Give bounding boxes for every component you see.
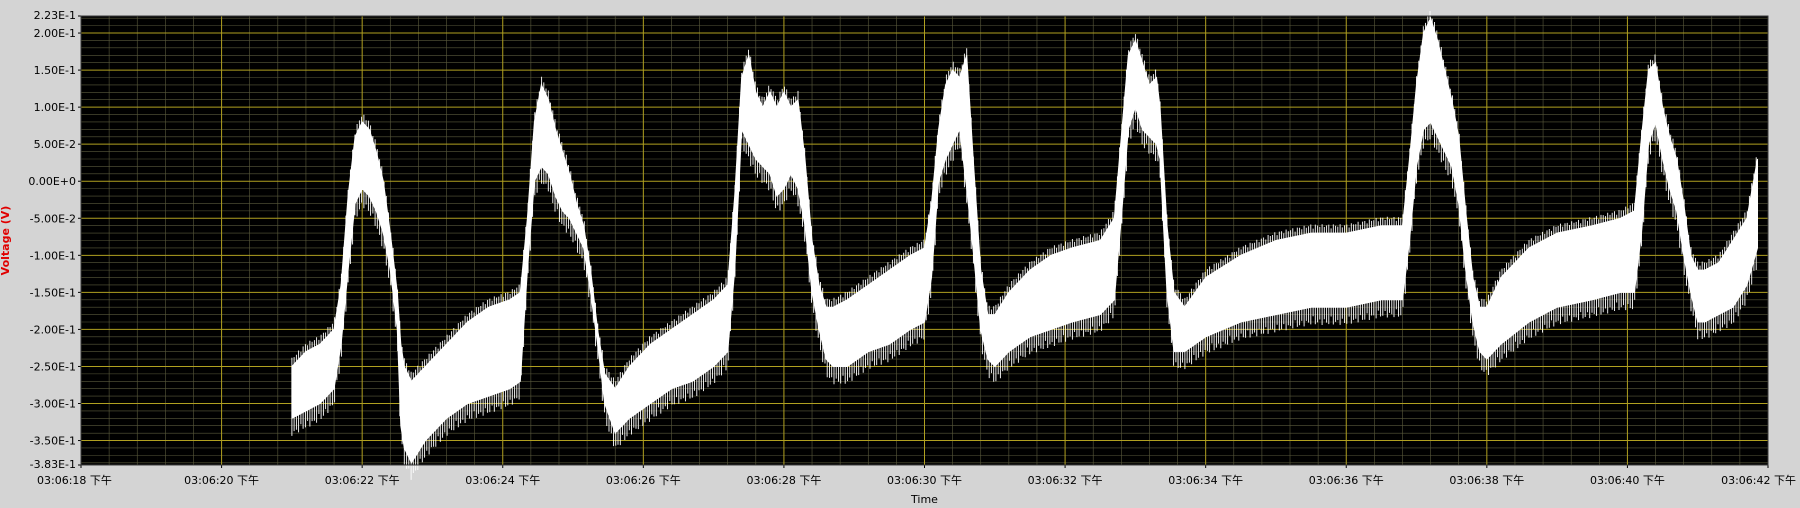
x-tick-label: 03:06:18 下午 [37,474,112,487]
y-tick-label: -2.50E-1 [30,360,76,373]
x-tick-label: 03:06:38 下午 [1449,474,1524,487]
x-tick-label: 03:06:26 下午 [606,474,681,487]
series-layer [291,11,1758,480]
voltage-trace [291,11,1757,480]
y-tick-label: -1.00E-1 [30,249,76,262]
y-tick-label: -3.83E-1 [30,458,76,471]
x-tick-label: 03:06:20 下午 [184,474,259,487]
grid [80,15,1769,466]
plot-frame [80,15,1769,466]
y-tick-label: -1.50E-1 [30,286,76,299]
x-tick-label: 03:06:34 下午 [1168,474,1243,487]
y-tick-label: 2.00E-1 [34,27,76,40]
y-tick-label: 2.23E-1 [34,9,76,22]
y-tick-label: 1.00E-1 [34,101,76,114]
x-tick-label: 03:06:36 下午 [1309,474,1384,487]
y-tick-label: -3.00E-1 [30,398,76,411]
x-tick-label: 03:06:30 下午 [887,474,962,487]
x-tick-label: 03:06:32 下午 [1028,474,1103,487]
y-tick-label: -2.00E-1 [30,323,76,336]
y-tick-label: 0.00E+0 [28,175,76,188]
x-tick-label: 03:06:24 下午 [465,474,540,487]
x-axis-title: Time [910,493,938,504]
x-tick-label: 03:06:22 下午 [325,474,400,487]
axes: 2.23E-1 2.00E-1 1.50E-1 1.00E-1 5.00E-2 0.00E… [28,9,1796,487]
y-tick-label: -5.00E-2 [30,212,76,225]
x-tick-label: 03:06:42 下午 [1721,474,1796,487]
x-tick-label: 03:06:40 下午 [1590,474,1665,487]
x-tick-label: 03:06:28 下午 [746,474,821,487]
y-tick-label: 1.50E-1 [34,64,76,77]
y-tick-label: 5.00E-2 [34,138,76,151]
y-tick-label: -3.50E-1 [30,435,76,448]
y-axis-title: Voltage (V) [0,206,12,276]
